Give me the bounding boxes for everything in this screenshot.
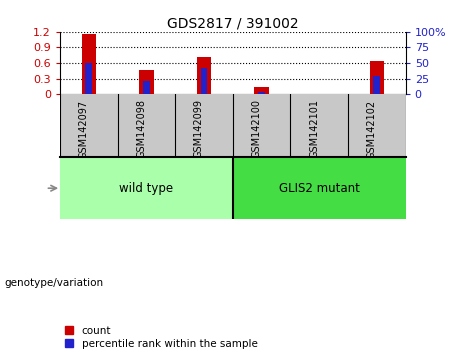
Bar <box>201 68 207 95</box>
Text: genotype/variation: genotype/variation <box>5 278 104 288</box>
Bar <box>258 92 265 95</box>
Bar <box>254 87 269 95</box>
Text: GSM142098: GSM142098 <box>136 99 146 158</box>
Bar <box>85 63 92 95</box>
Text: GSM142099: GSM142099 <box>194 99 204 158</box>
Text: GSM142102: GSM142102 <box>367 99 377 159</box>
Text: GSM142101: GSM142101 <box>309 99 319 158</box>
Bar <box>233 157 406 219</box>
Text: GLIS2 mutant: GLIS2 mutant <box>279 182 360 195</box>
Text: wild type: wild type <box>119 182 173 195</box>
Bar <box>373 76 380 95</box>
Legend: count, percentile rank within the sample: count, percentile rank within the sample <box>65 326 258 349</box>
Bar <box>197 57 211 95</box>
Text: GSM142097: GSM142097 <box>79 99 89 159</box>
Bar <box>82 34 96 95</box>
Bar <box>370 61 384 95</box>
Bar <box>60 157 233 219</box>
Bar <box>143 81 150 95</box>
Title: GDS2817 / 391002: GDS2817 / 391002 <box>167 17 299 31</box>
Text: GSM142100: GSM142100 <box>252 99 262 158</box>
Bar <box>139 70 154 95</box>
